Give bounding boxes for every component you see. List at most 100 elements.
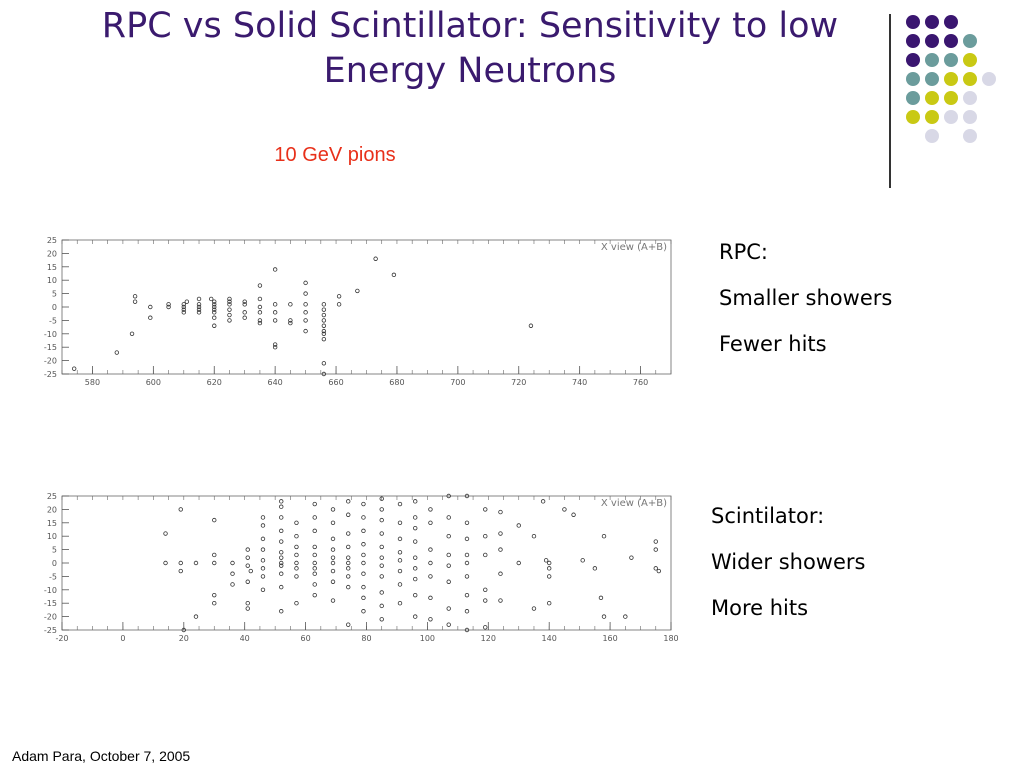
hit-marker: [294, 566, 299, 571]
y-tick-label: 0: [52, 303, 57, 312]
hit-marker: [227, 318, 232, 323]
hit-marker: [547, 566, 552, 571]
hit-marker: [598, 595, 604, 601]
decor-dot: [963, 34, 977, 48]
hit-marker: [260, 547, 266, 552]
hit-marker: [543, 558, 549, 563]
hit-marker: [413, 592, 418, 598]
hit-marker: [257, 318, 263, 323]
decor-dot: [944, 15, 958, 29]
hit-marker: [279, 539, 284, 544]
hit-marker: [397, 550, 403, 555]
hit-marker: [321, 361, 327, 366]
decor-dot: [906, 72, 920, 86]
hit-marker: [312, 571, 317, 576]
hit-marker: [181, 304, 186, 310]
hit-marker: [464, 627, 470, 633]
hit-marker: [355, 288, 360, 294]
x-tick-label: 580: [85, 378, 100, 387]
decor-dot: [963, 72, 977, 86]
hit-marker: [346, 566, 351, 571]
hit-marker: [498, 547, 503, 552]
hit-marker: [379, 544, 384, 550]
hit-marker: [196, 310, 202, 315]
x-tick-label: 740: [572, 378, 587, 387]
hit-marker: [245, 547, 250, 552]
rpc-scatter-plot: 580 600 620 640 660 680 700 720 740 760 25 20 15 10 5 0…: [44, 236, 672, 387]
hit-marker: [312, 592, 317, 598]
hit-marker: [312, 560, 317, 566]
hit-marker: [212, 315, 217, 320]
hit-marker: [260, 558, 266, 563]
x-tick-label: 700: [450, 378, 465, 387]
hit-marker: [483, 552, 488, 558]
slide-title: RPC vs Solid Scintillator: Sensitivity t…: [101, 6, 839, 91]
hit-marker: [212, 304, 217, 310]
hit-marker: [166, 302, 171, 307]
hit-marker: [279, 550, 284, 555]
rpc-heading: RPC:: [719, 240, 768, 264]
hit-marker: [379, 496, 384, 501]
hit-marker: [245, 600, 250, 606]
hit-marker: [227, 307, 232, 312]
hit-marker: [601, 534, 607, 539]
hit-marker: [257, 304, 263, 310]
y-tick-label: 10: [47, 276, 57, 285]
hit-marker: [294, 552, 299, 558]
hit-marker: [361, 584, 366, 590]
x-tick-label: 120: [481, 634, 496, 643]
hit-marker: [184, 299, 190, 304]
decor-dot: [906, 91, 920, 105]
hit-marker: [346, 499, 351, 504]
hit-marker: [178, 568, 183, 574]
hit-marker: [397, 501, 403, 507]
hit-marker: [483, 587, 488, 592]
decor-dot: [906, 53, 920, 67]
hit-marker: [181, 310, 186, 315]
hit-marker: [245, 563, 250, 568]
hit-marker: [294, 600, 299, 606]
view-label: X view (A+B): [601, 242, 667, 253]
x-tick-label: 680: [389, 378, 404, 387]
hit-marker: [330, 555, 336, 560]
hit-marker: [227, 296, 232, 302]
x-tick-label: 20: [179, 634, 189, 643]
hit-marker: [428, 507, 433, 512]
hit-marker: [516, 560, 521, 566]
hit-marker: [279, 571, 284, 576]
x-tick-label: 160: [602, 634, 617, 643]
hit-marker: [464, 609, 470, 614]
hit-marker: [413, 555, 418, 560]
hit-marker: [330, 568, 336, 574]
hit-marker: [193, 614, 199, 619]
hit-marker: [379, 555, 384, 560]
hit-marker: [294, 560, 299, 566]
decor-dot: [944, 34, 958, 48]
scintillator-heading: Scintilator:: [711, 504, 825, 528]
hit-marker: [531, 606, 537, 611]
hit-marker: [279, 515, 284, 520]
decor-dot: [963, 91, 977, 105]
hit-marker: [260, 515, 266, 520]
hit-marker: [330, 579, 336, 584]
hit-marker: [163, 531, 168, 536]
y-tick-label: -20: [44, 613, 57, 622]
hit-marker: [227, 312, 232, 318]
hit-marker: [279, 555, 284, 560]
hit-marker: [260, 536, 266, 542]
hit-marker: [321, 336, 327, 342]
hit-marker: [397, 568, 403, 574]
hit-marker: [330, 520, 336, 525]
decor-dot: [925, 72, 939, 86]
hit-marker: [212, 600, 217, 606]
hit-marker: [321, 302, 327, 307]
hit-marker: [260, 587, 266, 592]
scintillator-note-1: Wider showers: [711, 550, 866, 574]
hit-marker: [346, 544, 351, 550]
hit-marker: [279, 504, 284, 509]
slide-subtitle: 10 GeV pions: [274, 144, 396, 166]
hit-marker: [227, 299, 232, 304]
hit-marker: [428, 617, 433, 622]
hit-marker: [312, 501, 317, 507]
hit-marker: [446, 493, 451, 499]
